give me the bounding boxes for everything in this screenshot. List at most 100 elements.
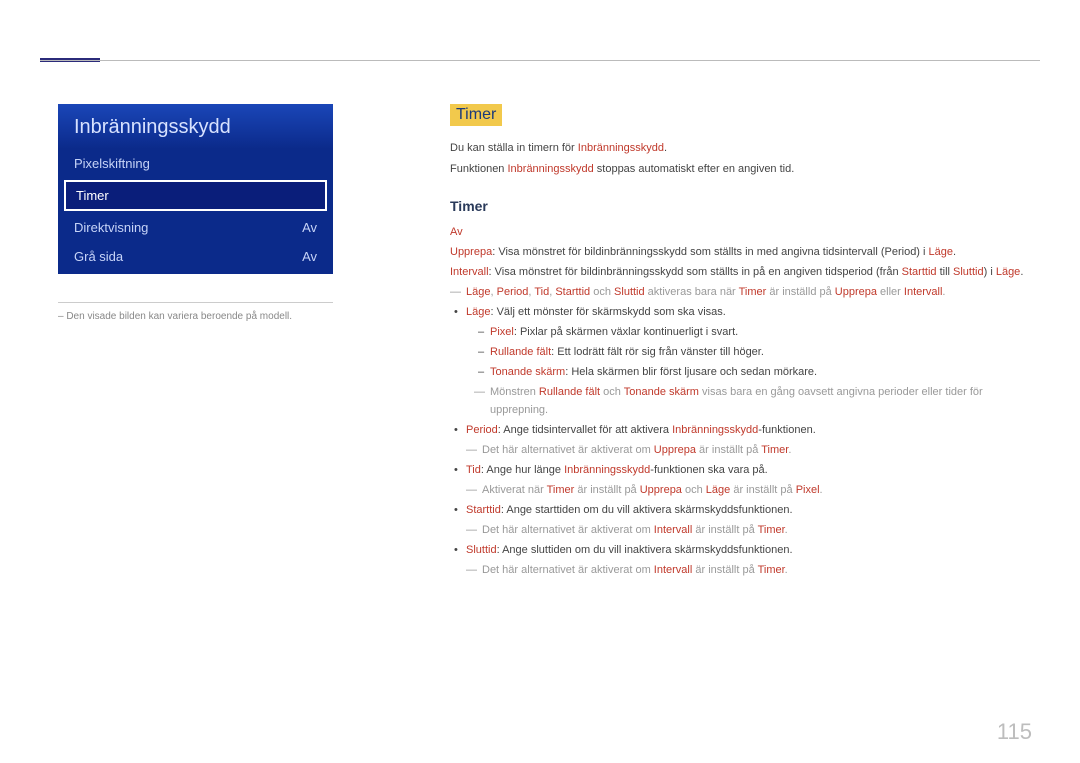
note-tid: Aktiverat när Timer är inställt på Uppre… xyxy=(482,482,1030,499)
menu-value: Av xyxy=(302,249,317,264)
text: till xyxy=(937,266,954,278)
term: Tonande skärm xyxy=(624,386,699,398)
page-number: 115 xyxy=(997,719,1032,745)
text: och xyxy=(682,484,706,496)
text: Det här alternativet är aktiverat om xyxy=(482,564,654,576)
text: ) i xyxy=(984,266,996,278)
term: Rullande fält xyxy=(539,386,600,398)
menu-row-gray[interactable]: Grå sida Av xyxy=(58,242,333,274)
menu-panel: Inbränningsskydd Pixelskiftning Timer Di… xyxy=(58,104,333,322)
menu-value: Av xyxy=(302,220,317,235)
term: Läge xyxy=(929,246,953,258)
term: Upprepa xyxy=(835,286,877,298)
text: : Pixlar på skärmen växlar kontinuerligt… xyxy=(514,326,738,338)
text: : Visa mönstret för bildinbränningsskydd… xyxy=(489,266,902,278)
opt-upprepa: Upprepa: Visa mönstret för bildinbrännin… xyxy=(450,244,1030,261)
text: Funktionen xyxy=(450,163,507,175)
term: Intervall xyxy=(904,286,943,298)
term: Intervall xyxy=(654,564,693,576)
footnote-separator xyxy=(58,302,333,303)
term: Tonande skärm xyxy=(490,366,565,378)
text: : Ange tidsintervallet för att aktivera xyxy=(498,424,672,436)
text: . xyxy=(1020,266,1023,278)
menu-label: Grå sida xyxy=(74,249,123,264)
opt-sluttid: Sluttid: Ange sluttiden om du vill inakt… xyxy=(466,542,1030,559)
text: är inställt på xyxy=(692,564,757,576)
term: Intervall xyxy=(654,524,693,536)
subheading-timer: Timer xyxy=(450,198,1030,214)
text: Det här alternativet är aktiverat om xyxy=(482,524,654,536)
term: Intervall xyxy=(450,266,489,278)
term: Pixel xyxy=(490,326,514,338)
text: Du kan ställa in timern för xyxy=(450,142,578,154)
term: Upprepa xyxy=(640,484,682,496)
term: Rullande fält xyxy=(490,346,551,358)
text: . xyxy=(820,484,823,496)
text: är inställt på xyxy=(696,444,761,456)
term: Sluttid xyxy=(953,266,984,278)
term: Timer xyxy=(739,286,767,298)
opt-lage: Läge: Välj ett mönster för skärmskydd so… xyxy=(466,304,1030,321)
content-area: Timer Du kan ställa in timern för Inbrän… xyxy=(450,104,1030,582)
text: . xyxy=(664,142,667,154)
opt-intervall: Intervall: Visa mönstret för bildinbränn… xyxy=(450,264,1030,281)
note-patterns: Mönstren Rullande fält och Tonande skärm… xyxy=(490,384,1030,418)
opt-rullande: Rullande fält: Ett lodrätt fält rör sig … xyxy=(490,344,1030,361)
text: . xyxy=(953,246,956,258)
text: : Ange hur länge xyxy=(481,464,564,476)
term: Inbränningsskydd xyxy=(564,464,650,476)
header-rule xyxy=(40,60,1040,61)
term: Timer xyxy=(758,524,785,536)
menu-row-timer[interactable]: Timer xyxy=(64,180,327,211)
term: Timer xyxy=(547,484,575,496)
text: . xyxy=(785,564,788,576)
menu-title: Inbränningsskydd xyxy=(58,104,333,149)
term: Starttid xyxy=(555,286,590,298)
text: Aktiverat när xyxy=(482,484,547,496)
page-heading: Timer xyxy=(450,104,502,126)
text: och xyxy=(600,386,624,398)
term: Timer xyxy=(761,444,788,456)
text: eller xyxy=(877,286,904,298)
menu-label: Direktvisning xyxy=(74,220,148,235)
intro-line-2: Funktionen Inbränningsskydd stoppas auto… xyxy=(450,161,1030,178)
text: : Hela skärmen blir först ljusare och se… xyxy=(565,366,817,378)
text: är inställt på xyxy=(692,524,757,536)
term: Inbränningsskydd xyxy=(672,424,758,436)
opt-starttid: Starttid: Ange starttiden om du vill akt… xyxy=(466,502,1030,519)
note-period: Det här alternativet är aktiverat om Upp… xyxy=(482,442,1030,459)
term: Sluttid xyxy=(466,544,497,556)
text: . xyxy=(942,286,945,298)
term: Starttid xyxy=(466,504,501,516)
term: Starttid xyxy=(902,266,937,278)
opt-period: Period: Ange tidsintervallet för att akt… xyxy=(466,422,1030,439)
opt-tonande: Tonande skärm: Hela skärmen blir först l… xyxy=(490,364,1030,381)
text: : Ett lodrätt fält rör sig från vänster … xyxy=(551,346,764,358)
text: : Välj ett mönster för skärmskydd som sk… xyxy=(490,306,725,318)
term: Inbränningsskydd xyxy=(507,163,593,175)
footnote-text: – Den visade bilden kan variera beroende… xyxy=(58,311,333,322)
term: Upprepa xyxy=(654,444,696,456)
osd-menu: Inbränningsskydd Pixelskiftning Timer Di… xyxy=(58,104,333,274)
opt-pixel: Pixel: Pixlar på skärmen växlar kontinue… xyxy=(490,324,1030,341)
menu-label: Timer xyxy=(76,188,109,203)
term: Läge xyxy=(996,266,1020,278)
note-activation: Läge, Period, Tid, Starttid och Sluttid … xyxy=(466,284,1030,301)
text: . xyxy=(788,444,791,456)
term: Pixel xyxy=(796,484,820,496)
text: är inställd på xyxy=(766,286,834,298)
intro-line-1: Du kan ställa in timern för Inbränningss… xyxy=(450,140,1030,157)
text: stoppas automatiskt efter en angiven tid… xyxy=(594,163,795,175)
text: Mönstren xyxy=(490,386,539,398)
text: -funktionen ska vara på. xyxy=(650,464,767,476)
term: Läge xyxy=(706,484,730,496)
term: Timer xyxy=(758,564,785,576)
text: : Ange sluttiden om du vill inaktivera s… xyxy=(497,544,793,556)
text: är inställt på xyxy=(574,484,639,496)
term: Period xyxy=(466,424,498,436)
text: : Visa mönstret för bildinbränningsskydd… xyxy=(492,246,928,258)
menu-row-pixelshift[interactable]: Pixelskiftning xyxy=(58,149,333,178)
term: Upprepa xyxy=(450,246,492,258)
text: och xyxy=(590,286,614,298)
menu-row-direct[interactable]: Direktvisning Av xyxy=(58,213,333,242)
